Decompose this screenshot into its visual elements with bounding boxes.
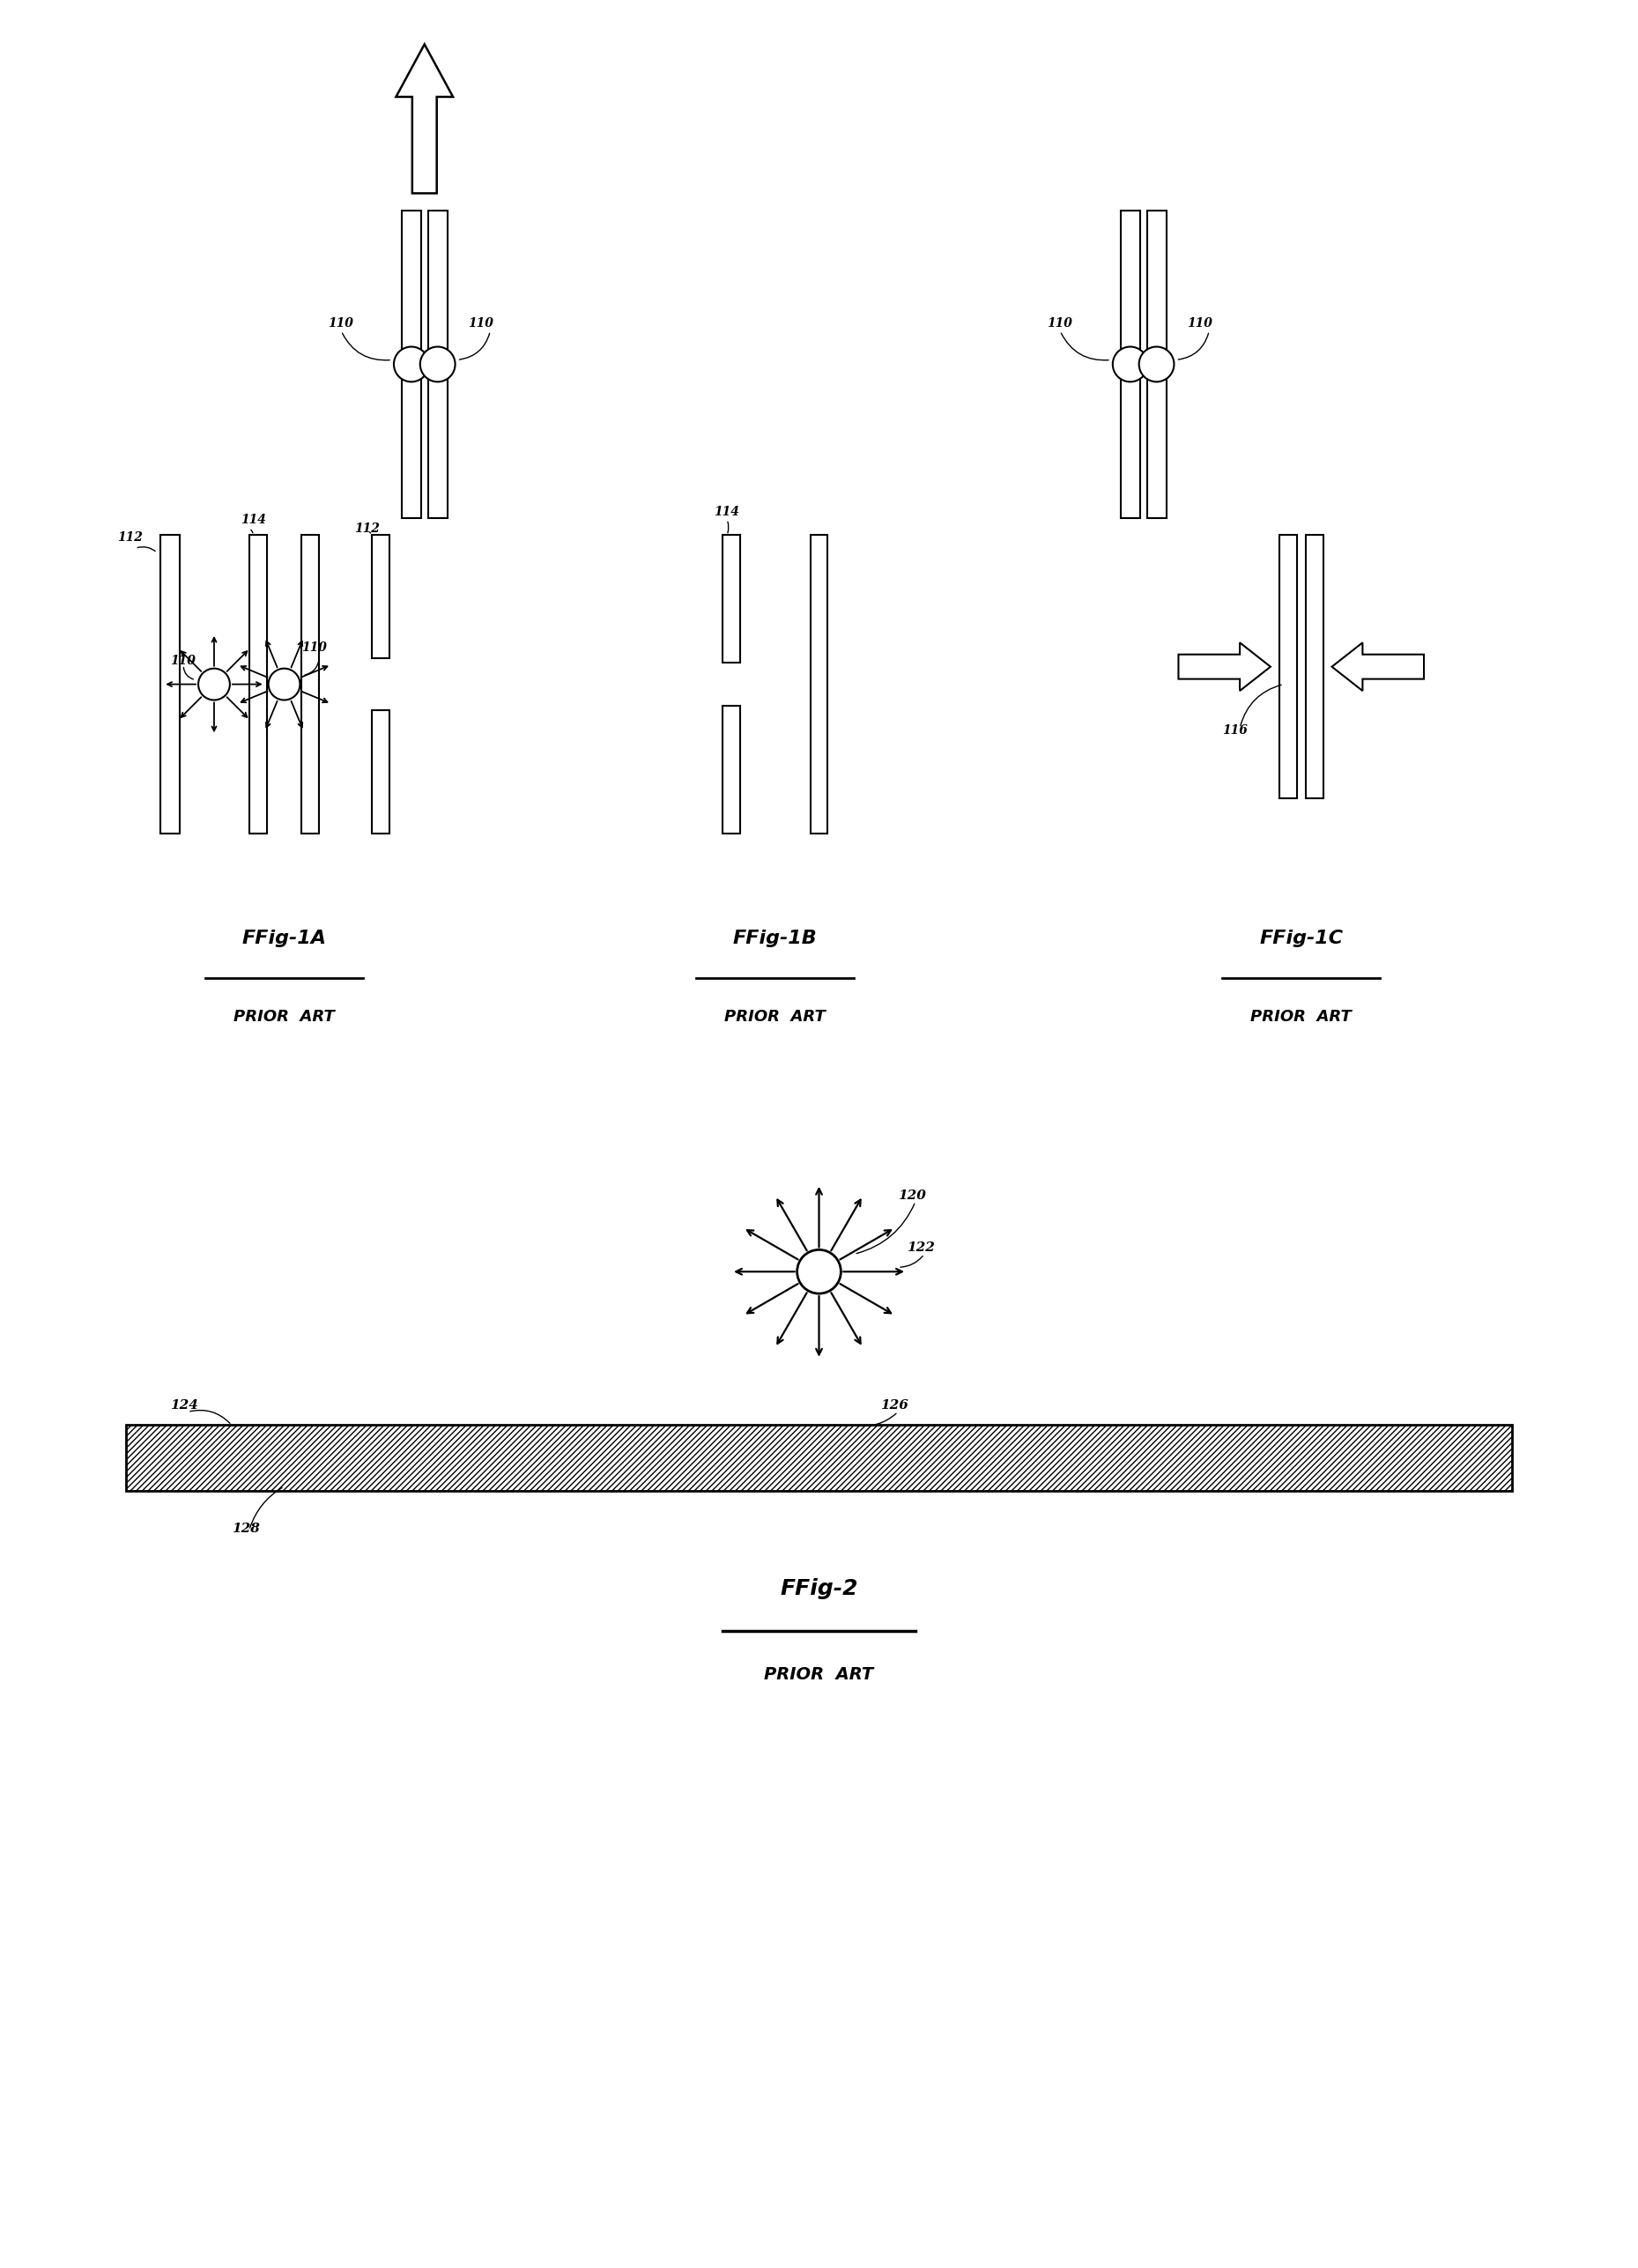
Bar [249, 535, 267, 832]
Text: PRIOR  ART: PRIOR ART [1251, 1009, 1351, 1025]
Text: 122: 122 [907, 1243, 935, 1254]
Circle shape [393, 347, 429, 381]
Bar [428, 211, 447, 517]
Bar [372, 710, 390, 832]
Bar [1279, 535, 1297, 798]
Text: 114: 114 [241, 515, 265, 526]
Circle shape [798, 1250, 840, 1293]
Bar [811, 535, 827, 832]
Text: FFig-2: FFig-2 [780, 1579, 858, 1599]
Text: 110: 110 [1188, 318, 1212, 329]
Text: 120: 120 [898, 1188, 925, 1202]
Bar [722, 705, 740, 832]
Bar [126, 1424, 1512, 1490]
Text: FFig-1C: FFig-1C [1260, 930, 1343, 948]
Text: PRIOR  ART: PRIOR ART [724, 1009, 826, 1025]
Text: FFig-1B: FFig-1B [732, 930, 817, 948]
Text: FFig-1A: FFig-1A [242, 930, 326, 948]
Bar [1120, 211, 1140, 517]
Text: 112: 112 [118, 531, 143, 544]
Circle shape [419, 347, 455, 381]
Text: 116: 116 [1222, 723, 1248, 737]
Polygon shape [396, 45, 454, 193]
Bar [161, 535, 180, 832]
Circle shape [1112, 347, 1148, 381]
Text: 110: 110 [301, 642, 328, 653]
Text: 126: 126 [880, 1399, 909, 1413]
Text: PRIOR  ART: PRIOR ART [234, 1009, 334, 1025]
Polygon shape [1178, 642, 1271, 692]
Circle shape [198, 669, 229, 701]
Text: 110: 110 [1047, 318, 1073, 329]
Bar [1305, 535, 1324, 798]
Text: 110: 110 [170, 655, 195, 667]
Text: 114: 114 [714, 506, 739, 517]
Polygon shape [1332, 642, 1423, 692]
Circle shape [269, 669, 300, 701]
Text: 112: 112 [354, 524, 380, 535]
Text: 110: 110 [468, 318, 493, 329]
Text: 110: 110 [328, 318, 354, 329]
Circle shape [1138, 347, 1174, 381]
Bar [1147, 211, 1166, 517]
Bar [372, 535, 390, 658]
Text: 124: 124 [170, 1399, 198, 1413]
Bar [301, 535, 319, 832]
Bar [722, 535, 740, 662]
Bar [401, 211, 421, 517]
Text: 128: 128 [231, 1522, 260, 1535]
Text: PRIOR  ART: PRIOR ART [765, 1667, 873, 1683]
